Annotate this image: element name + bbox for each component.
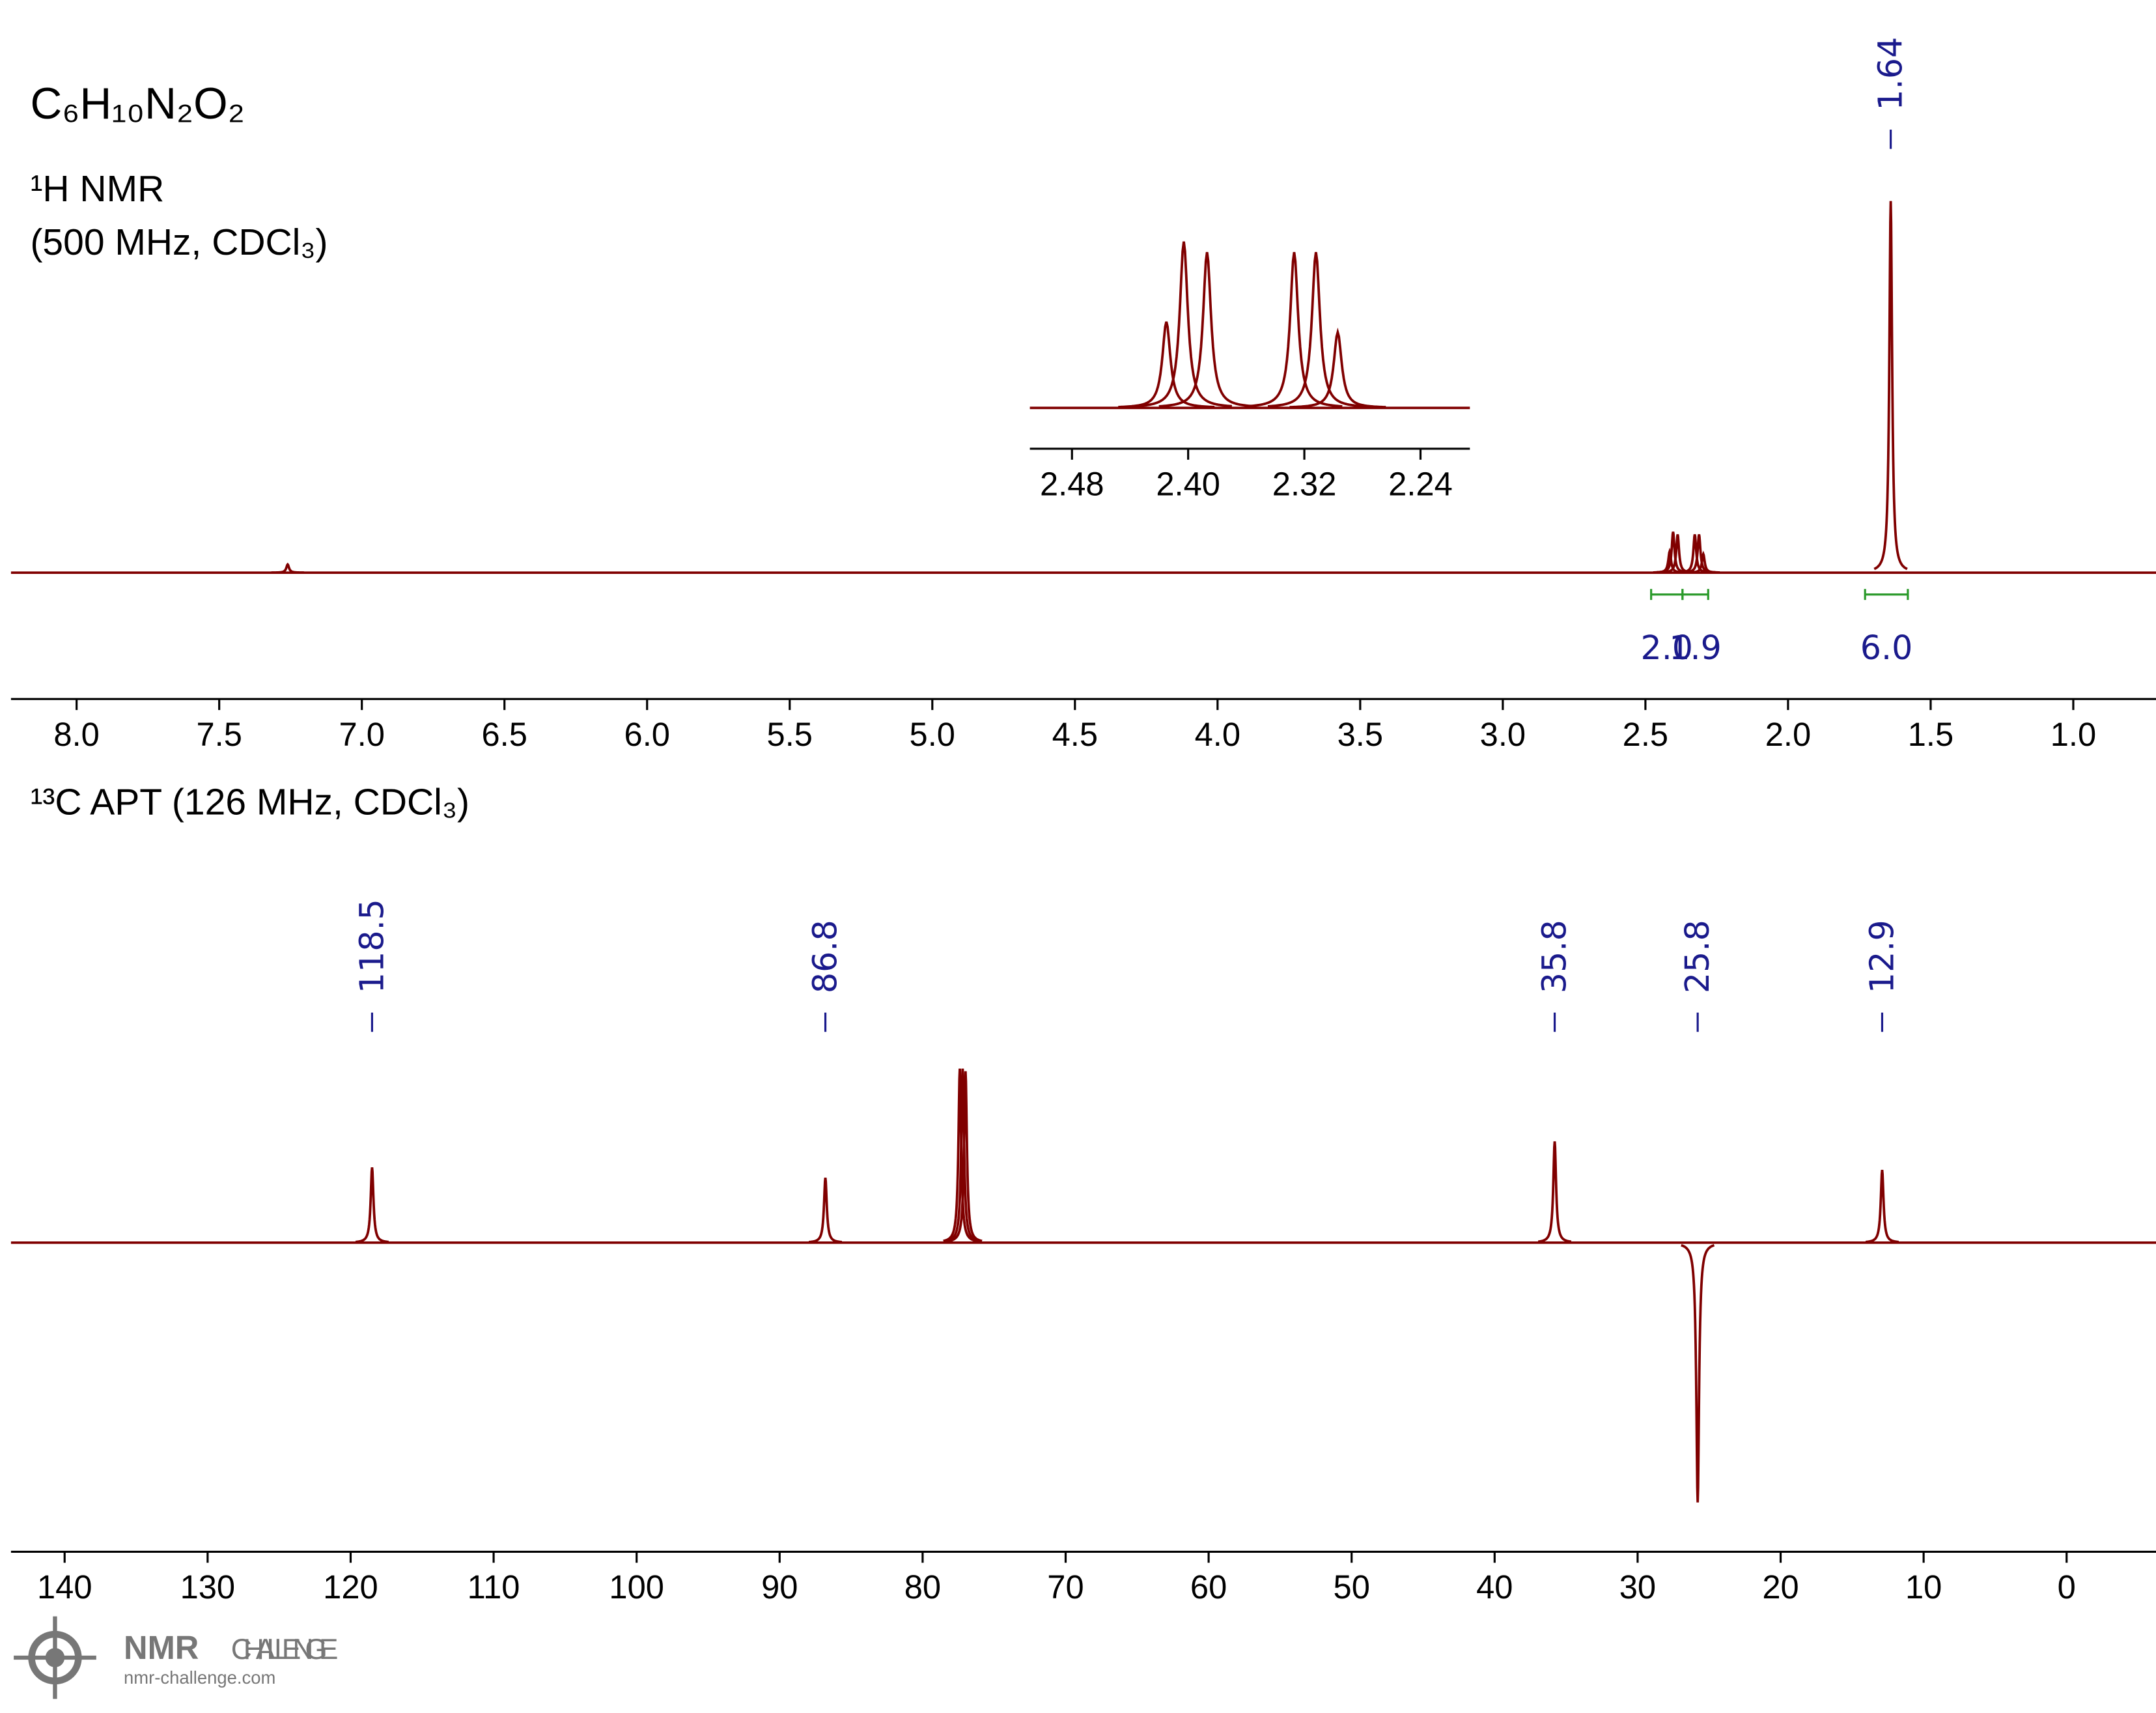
x-tick-label: 130 bbox=[180, 1568, 236, 1606]
x-tick-label: 90 bbox=[761, 1568, 798, 1606]
integral: 2.0 bbox=[1640, 589, 1693, 667]
x-tick-label: 70 bbox=[1047, 1568, 1084, 1606]
logo-url: nmr-challenge.com bbox=[124, 1667, 275, 1688]
x-tick-label: 8.0 bbox=[53, 716, 99, 753]
h-nmr-conditions: (500 MHz, CDCl₃) bbox=[30, 221, 328, 263]
peak bbox=[948, 1071, 983, 1243]
x-tick-label: 60 bbox=[1190, 1568, 1227, 1606]
x-tick-label: 2.0 bbox=[1765, 716, 1811, 753]
x-tick-label: 1.0 bbox=[2051, 716, 2096, 753]
peak bbox=[809, 1177, 843, 1243]
peak bbox=[1158, 251, 1255, 408]
logo: NMR CHALLENGE nmr-challenge.com bbox=[14, 1616, 339, 1699]
x-tick-label: 80 bbox=[904, 1568, 941, 1606]
x-tick-label: 20 bbox=[1762, 1568, 1799, 1606]
x-tick-label: 10 bbox=[1905, 1568, 1942, 1606]
peak bbox=[355, 1167, 389, 1243]
peak bbox=[943, 1068, 977, 1243]
peak bbox=[1537, 1141, 1572, 1243]
peak-label: 35.8 bbox=[1535, 920, 1573, 993]
peak bbox=[1681, 1244, 1715, 1503]
logo-subtitle: CHALLENGE bbox=[231, 1634, 339, 1665]
integral-label: 2.0 bbox=[1640, 629, 1693, 667]
integral-label: 6.0 bbox=[1860, 629, 1913, 667]
x-tick-label: 3.5 bbox=[1337, 716, 1383, 753]
h-nmr-title: ¹H NMR bbox=[30, 168, 164, 210]
integral-bar bbox=[1864, 589, 1909, 601]
x-tick-label: 7.5 bbox=[196, 716, 242, 753]
peak bbox=[1118, 321, 1215, 408]
integral: 1.9 bbox=[1669, 589, 1722, 667]
x-tick-label: 110 bbox=[468, 1568, 520, 1606]
x-tick-label: 1.5 bbox=[1908, 716, 1953, 753]
x-tick-label: 50 bbox=[1334, 1568, 1370, 1606]
x-tick-label: 30 bbox=[1619, 1568, 1656, 1606]
peak bbox=[1873, 201, 1908, 571]
peak-label: 25.8 bbox=[1678, 920, 1716, 993]
peak-label: 12.9 bbox=[1862, 920, 1901, 993]
peak-label: 118.5 bbox=[352, 899, 391, 993]
x-tick-label: 5.0 bbox=[910, 716, 955, 753]
x-tick-label: 2.5 bbox=[1623, 716, 1668, 753]
peak bbox=[1246, 251, 1343, 408]
peak bbox=[1865, 1170, 1899, 1243]
x-tick-label: 140 bbox=[37, 1568, 92, 1606]
x-tick-label: 7.0 bbox=[339, 716, 384, 753]
x-tick-label: 2.32 bbox=[1272, 466, 1337, 503]
peak bbox=[1687, 550, 1720, 574]
peak bbox=[945, 1068, 980, 1243]
integral-bar bbox=[1681, 589, 1709, 601]
peak bbox=[271, 562, 305, 574]
x-tick-label: 120 bbox=[323, 1568, 378, 1606]
peak bbox=[1289, 327, 1386, 408]
logo-title: NMR bbox=[124, 1629, 199, 1666]
x-tick-label: 2.40 bbox=[1156, 466, 1220, 503]
integral-bar bbox=[1650, 589, 1684, 601]
x-tick-label: 5.5 bbox=[767, 716, 813, 753]
x-tick-label: 100 bbox=[609, 1568, 664, 1606]
integral-label: 1.9 bbox=[1669, 629, 1722, 667]
x-tick-label: 2.24 bbox=[1388, 466, 1453, 503]
peak bbox=[1267, 251, 1364, 408]
x-tick-label: 3.0 bbox=[1480, 716, 1526, 753]
x-tick-label: 6.5 bbox=[482, 716, 527, 753]
x-tick-label: 4.5 bbox=[1052, 716, 1098, 753]
c-nmr-title: ¹³C APT (126 MHz, CDCl₃) bbox=[30, 782, 469, 823]
formula: C₆H₁₀N₂O₂ bbox=[30, 79, 244, 128]
x-tick-label: 0 bbox=[2058, 1568, 2076, 1606]
peak bbox=[1135, 241, 1233, 408]
x-tick-label: 6.0 bbox=[624, 716, 670, 753]
peak-label: 86.8 bbox=[805, 920, 844, 993]
x-tick-label: 2.48 bbox=[1040, 466, 1104, 503]
peak-label: 1.64 bbox=[1871, 37, 1910, 111]
x-tick-label: 4.0 bbox=[1195, 716, 1240, 753]
x-tick-label: 40 bbox=[1476, 1568, 1513, 1606]
integral: 6.0 bbox=[1860, 589, 1913, 667]
